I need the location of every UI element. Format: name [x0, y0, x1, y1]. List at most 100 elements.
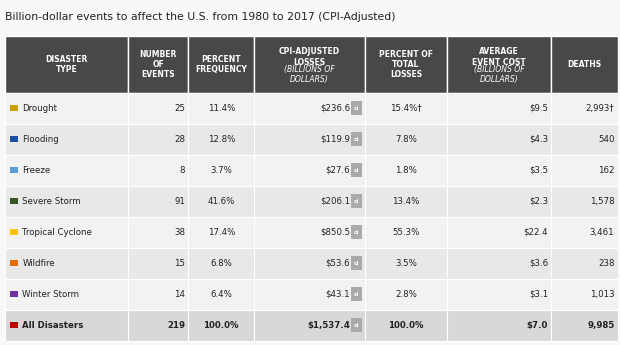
Text: $9.5: $9.5: [529, 104, 548, 112]
Text: 8: 8: [180, 166, 185, 175]
Bar: [188, 279, 254, 310]
Bar: [365, 36, 447, 92]
Text: 14: 14: [174, 290, 185, 299]
Bar: [365, 124, 447, 155]
Text: 9,985: 9,985: [587, 321, 614, 330]
Bar: [254, 92, 365, 124]
Bar: [447, 310, 551, 341]
Text: $3.6: $3.6: [529, 259, 548, 268]
Bar: [10, 291, 18, 297]
Text: 28: 28: [174, 135, 185, 144]
Bar: [365, 279, 447, 310]
Bar: [254, 155, 365, 186]
Bar: [10, 198, 18, 204]
Text: 11.4%: 11.4%: [208, 104, 235, 112]
Bar: [365, 92, 447, 124]
Bar: [551, 36, 618, 92]
Text: Billion-dollar events to affect the U.S. from 1980 to 2017 (CPI-Adjusted): Billion-dollar events to affect the U.S.…: [5, 12, 396, 22]
Text: DISASTER
TYPE: DISASTER TYPE: [45, 55, 87, 74]
Text: ci: ci: [354, 292, 360, 297]
Text: 12.8%: 12.8%: [208, 135, 235, 144]
Bar: [447, 248, 551, 279]
Bar: [10, 260, 18, 266]
Bar: [447, 279, 551, 310]
Text: 55.3%: 55.3%: [392, 228, 420, 237]
Text: $53.6: $53.6: [326, 259, 350, 268]
Text: 6.8%: 6.8%: [210, 259, 232, 268]
Text: Drought: Drought: [22, 104, 57, 112]
Bar: [10, 105, 18, 111]
Text: 38: 38: [174, 228, 185, 237]
Text: ci: ci: [354, 106, 360, 111]
Text: (BILLIONS OF
DOLLARS): (BILLIONS OF DOLLARS): [474, 65, 525, 85]
Bar: [352, 318, 362, 332]
Text: 3.7%: 3.7%: [210, 166, 232, 175]
Bar: [254, 186, 365, 217]
Text: ci: ci: [354, 137, 360, 142]
Bar: [352, 132, 362, 146]
Bar: [254, 217, 365, 248]
Text: 7.8%: 7.8%: [395, 135, 417, 144]
Bar: [447, 92, 551, 124]
Bar: [551, 124, 618, 155]
Text: Freeze: Freeze: [22, 166, 51, 175]
Text: 13.4%: 13.4%: [392, 197, 420, 206]
Bar: [188, 217, 254, 248]
Text: 15.4%†: 15.4%†: [390, 104, 422, 112]
Text: 3,461: 3,461: [590, 228, 614, 237]
Bar: [551, 310, 618, 341]
Bar: [5, 279, 128, 310]
Text: 100.0%: 100.0%: [388, 321, 423, 330]
Bar: [128, 155, 188, 186]
Text: ci: ci: [354, 261, 360, 266]
Text: 2.8%: 2.8%: [395, 290, 417, 299]
Bar: [188, 92, 254, 124]
Bar: [5, 217, 128, 248]
Text: 6.4%: 6.4%: [210, 290, 232, 299]
Text: 25: 25: [174, 104, 185, 112]
Bar: [254, 279, 365, 310]
Bar: [254, 124, 365, 155]
Text: $850.5: $850.5: [320, 228, 350, 237]
Bar: [128, 186, 188, 217]
Text: CPI-ADJUSTED
LOSSES: CPI-ADJUSTED LOSSES: [279, 47, 340, 67]
Bar: [365, 217, 447, 248]
Text: 2,993†: 2,993†: [586, 104, 614, 112]
Text: Wildfire: Wildfire: [22, 259, 55, 268]
Bar: [551, 279, 618, 310]
Text: AVERAGE
EVENT COST: AVERAGE EVENT COST: [472, 47, 526, 67]
Bar: [188, 155, 254, 186]
Bar: [188, 310, 254, 341]
Bar: [10, 322, 18, 328]
Text: $236.6: $236.6: [320, 104, 350, 112]
Text: PERCENT OF
TOTAL
LOSSES: PERCENT OF TOTAL LOSSES: [379, 49, 433, 79]
Bar: [128, 248, 188, 279]
Text: 3.5%: 3.5%: [395, 259, 417, 268]
Bar: [5, 36, 128, 92]
Bar: [128, 279, 188, 310]
Bar: [10, 136, 18, 142]
Text: Tropical Cyclone: Tropical Cyclone: [22, 228, 92, 237]
Text: $206.1: $206.1: [320, 197, 350, 206]
Text: 1,013: 1,013: [590, 290, 614, 299]
Bar: [128, 217, 188, 248]
Bar: [551, 92, 618, 124]
Bar: [10, 167, 18, 173]
Bar: [365, 248, 447, 279]
Text: 162: 162: [598, 166, 614, 175]
Text: 1.8%: 1.8%: [395, 166, 417, 175]
Text: Flooding: Flooding: [22, 135, 59, 144]
Text: All Disasters: All Disasters: [22, 321, 84, 330]
Bar: [128, 124, 188, 155]
Bar: [551, 186, 618, 217]
Text: $7.0: $7.0: [527, 321, 548, 330]
Text: 219: 219: [167, 321, 185, 330]
Text: 540: 540: [598, 135, 614, 144]
Bar: [352, 287, 362, 301]
Text: NUMBER
OF
EVENTS: NUMBER OF EVENTS: [140, 49, 177, 79]
Bar: [447, 36, 551, 92]
Bar: [10, 229, 18, 235]
Text: ci: ci: [354, 323, 360, 328]
Text: ci: ci: [354, 230, 360, 235]
Bar: [447, 124, 551, 155]
